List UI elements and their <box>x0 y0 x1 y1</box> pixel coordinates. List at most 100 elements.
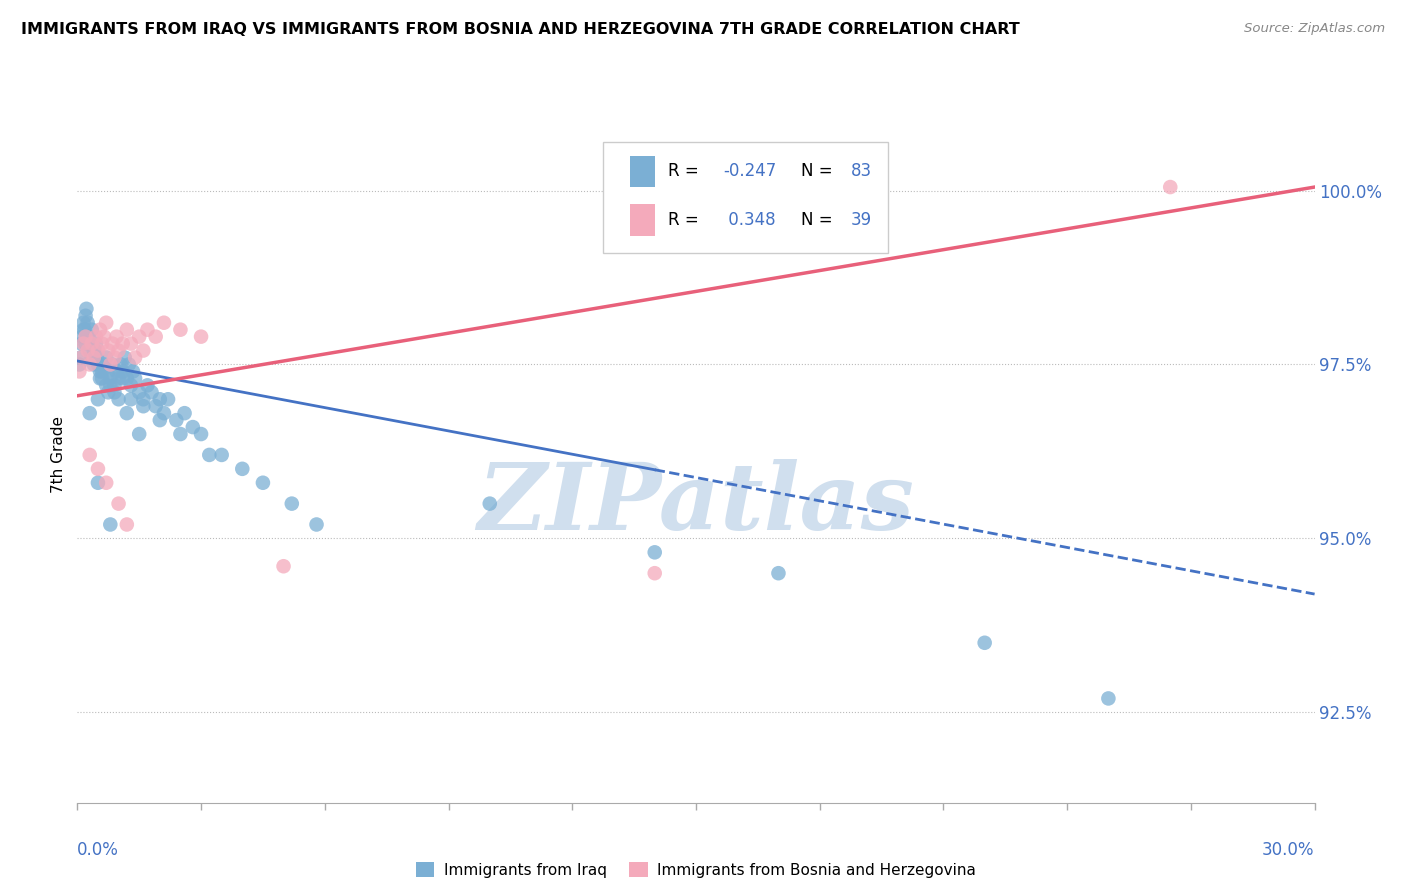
Point <box>105 329 128 343</box>
Point <box>132 392 155 407</box>
Point <box>83 358 105 372</box>
Point <box>973 636 995 650</box>
Point <box>89 371 111 385</box>
Text: 39: 39 <box>851 211 872 228</box>
Point <box>169 323 191 337</box>
Point <box>128 385 150 400</box>
Point <box>101 336 124 351</box>
Point <box>252 475 274 490</box>
Point <box>128 329 150 343</box>
Point <box>75 336 97 351</box>
Point <box>149 413 172 427</box>
Point <box>124 351 146 365</box>
Point <box>72 336 94 351</box>
Point <box>76 329 98 343</box>
Point <box>86 351 108 365</box>
FancyBboxPatch shape <box>603 142 887 253</box>
Point <box>305 517 328 532</box>
Point <box>120 336 142 351</box>
Point <box>79 336 101 351</box>
Point <box>165 413 187 427</box>
Point <box>103 385 125 400</box>
Point <box>76 343 98 358</box>
Point <box>1159 180 1181 194</box>
Point <box>96 378 118 392</box>
Point <box>75 309 97 323</box>
Point <box>72 323 94 337</box>
Point <box>83 343 105 358</box>
Point <box>281 497 304 511</box>
Point <box>98 358 121 372</box>
Point <box>97 343 120 358</box>
Point <box>91 336 114 351</box>
Point <box>67 364 90 378</box>
Text: 0.348: 0.348 <box>723 211 776 228</box>
Point <box>87 462 110 476</box>
Point <box>67 358 90 372</box>
Point <box>107 371 129 385</box>
Point <box>107 343 129 358</box>
Point <box>118 358 141 372</box>
Point <box>73 323 96 337</box>
Point <box>70 351 93 365</box>
Text: ZIPatlas: ZIPatlas <box>478 458 914 549</box>
Text: 83: 83 <box>851 162 872 180</box>
Point <box>84 336 107 351</box>
Point <box>79 448 101 462</box>
Point <box>128 427 150 442</box>
Point <box>93 329 115 343</box>
Point <box>101 358 124 372</box>
Point <box>173 406 195 420</box>
Point <box>77 329 100 343</box>
Text: IMMIGRANTS FROM IRAQ VS IMMIGRANTS FROM BOSNIA AND HERZEGOVINA 7TH GRADE CORRELA: IMMIGRANTS FROM IRAQ VS IMMIGRANTS FROM … <box>21 22 1019 37</box>
Point <box>110 358 132 372</box>
Point <box>83 343 105 358</box>
Point <box>169 427 191 442</box>
Point <box>190 427 212 442</box>
Point <box>644 545 666 559</box>
Point <box>87 392 110 407</box>
Point <box>96 475 118 490</box>
Point <box>70 336 93 351</box>
Point <box>132 343 155 358</box>
Point <box>190 329 212 343</box>
Point <box>145 399 167 413</box>
Point <box>79 406 101 420</box>
Legend: Immigrants from Iraq, Immigrants from Bosnia and Herzegovina: Immigrants from Iraq, Immigrants from Bo… <box>411 855 981 884</box>
Point <box>87 343 110 358</box>
Point <box>111 364 134 378</box>
Point <box>115 371 138 385</box>
Point <box>79 358 101 372</box>
Point <box>93 358 115 372</box>
Point <box>157 392 180 407</box>
Point <box>120 378 142 392</box>
Text: 0.0%: 0.0% <box>77 841 120 859</box>
Point <box>111 371 134 385</box>
Text: 30.0%: 30.0% <box>1263 841 1315 859</box>
Bar <box>630 156 655 187</box>
Point <box>98 517 121 532</box>
Point <box>107 497 129 511</box>
Point <box>1097 691 1119 706</box>
Point <box>124 371 146 385</box>
Point <box>79 343 101 358</box>
Point <box>103 351 125 365</box>
Point <box>96 351 118 365</box>
Point <box>136 323 159 337</box>
Point <box>768 566 790 581</box>
Y-axis label: 7th Grade: 7th Grade <box>51 417 66 493</box>
Point <box>153 316 176 330</box>
Point <box>96 316 118 330</box>
Point <box>644 566 666 581</box>
Point <box>115 323 138 337</box>
Point <box>98 371 121 385</box>
Point <box>273 559 295 574</box>
Point <box>97 364 120 378</box>
Point <box>145 329 167 343</box>
Point <box>97 385 120 400</box>
Point <box>149 392 172 407</box>
Point <box>115 517 138 532</box>
Point <box>153 406 176 420</box>
Point <box>89 364 111 378</box>
Point <box>111 336 134 351</box>
